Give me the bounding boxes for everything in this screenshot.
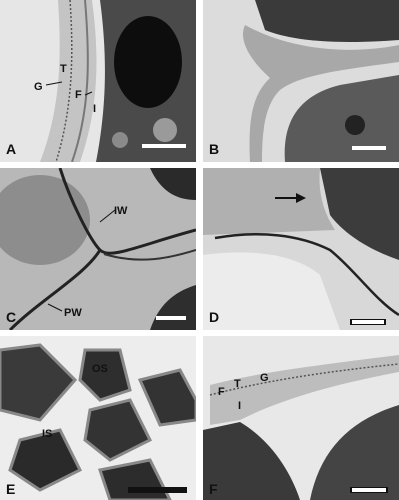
panel-label: G (34, 81, 43, 93)
panel-label: F (75, 89, 82, 101)
panel-label: I (93, 103, 96, 115)
panel-label: F (218, 386, 225, 398)
panel-letter: E (6, 481, 15, 497)
panel-b (203, 0, 399, 162)
panel-letter: F (209, 481, 218, 497)
panel-label: IS (42, 428, 52, 440)
panel-label: OS (92, 363, 108, 375)
panel-letter: D (209, 309, 219, 325)
panel-label: PW (64, 307, 82, 319)
panel-f (203, 336, 399, 500)
panel-c (0, 168, 196, 330)
panel-label: G (260, 372, 269, 384)
panel-d (203, 168, 399, 330)
panel-letter: A (6, 141, 16, 157)
panel-letter: B (209, 141, 219, 157)
panel-letter: C (6, 309, 16, 325)
panel-label: IW (114, 205, 128, 217)
panel-a (0, 0, 196, 162)
panel-e (0, 336, 196, 500)
panel-label: T (234, 378, 241, 390)
panel-label: I (238, 400, 241, 412)
labels: A G T F I B C IW PW D E OS IS F F T G I (6, 63, 269, 497)
panel-label: T (60, 63, 67, 75)
